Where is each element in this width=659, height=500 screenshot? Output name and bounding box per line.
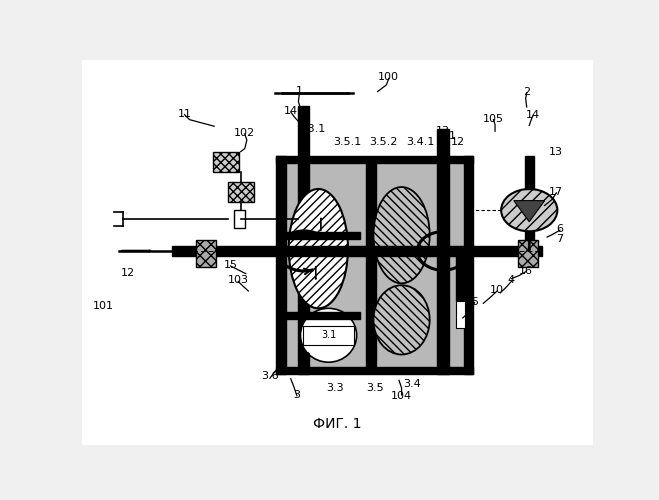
Text: 3.3.1: 3.3.1	[297, 124, 326, 134]
Text: 3.5.1: 3.5.1	[333, 136, 361, 146]
Text: 2: 2	[523, 86, 530, 97]
Text: 3: 3	[293, 390, 301, 400]
Bar	[234, 210, 245, 228]
Circle shape	[501, 189, 558, 232]
Bar	[285, 312, 360, 319]
Text: 104: 104	[391, 390, 412, 400]
Text: ФИГ. 1: ФИГ. 1	[314, 417, 362, 431]
Bar	[456, 302, 465, 328]
Text: 3.1: 3.1	[321, 330, 336, 340]
Bar	[517, 240, 538, 267]
Bar	[196, 240, 216, 267]
Text: 12: 12	[451, 136, 465, 146]
Text: 7: 7	[556, 234, 563, 244]
Bar	[285, 232, 360, 239]
Bar	[277, 367, 473, 374]
Bar	[228, 182, 254, 203]
Text: 103: 103	[227, 275, 248, 285]
Bar	[456, 254, 465, 300]
Text: 101: 101	[94, 300, 114, 310]
Ellipse shape	[301, 308, 357, 362]
Bar	[277, 156, 285, 374]
Text: 105: 105	[483, 114, 504, 124]
Text: 1: 1	[296, 86, 303, 96]
Ellipse shape	[374, 285, 430, 354]
Text: 12: 12	[121, 268, 135, 278]
Text: 102: 102	[234, 128, 255, 138]
Polygon shape	[514, 200, 545, 222]
Bar	[298, 106, 309, 374]
Text: 10: 10	[490, 285, 504, 295]
Text: 3.5: 3.5	[366, 383, 384, 393]
Text: 5: 5	[471, 297, 478, 307]
Text: 16: 16	[519, 266, 532, 276]
Text: 3.4: 3.4	[403, 379, 420, 389]
Text: 11: 11	[177, 109, 192, 119]
Text: 15: 15	[223, 260, 237, 270]
Bar	[366, 163, 376, 367]
Bar	[213, 152, 239, 172]
Text: 3.4.1: 3.4.1	[407, 136, 435, 146]
Text: 6: 6	[556, 224, 563, 234]
Text: 13: 13	[550, 148, 563, 158]
Text: 13: 13	[436, 126, 449, 136]
Bar	[438, 130, 449, 374]
Bar	[464, 156, 473, 374]
Bar	[172, 246, 542, 256]
Text: 14: 14	[283, 106, 298, 116]
Text: 3.3: 3.3	[326, 383, 344, 393]
Ellipse shape	[289, 189, 348, 308]
Bar	[303, 326, 354, 345]
Text: 14: 14	[526, 110, 540, 120]
Bar	[277, 156, 473, 163]
Text: 11: 11	[443, 131, 457, 141]
Ellipse shape	[374, 187, 430, 284]
Bar	[285, 163, 464, 367]
Text: 4: 4	[508, 275, 515, 285]
Text: 17: 17	[549, 186, 563, 196]
Text: 100: 100	[378, 72, 399, 83]
Bar	[525, 230, 534, 266]
Text: 3.5.2: 3.5.2	[370, 136, 398, 146]
Bar	[525, 156, 534, 189]
Text: 3.6: 3.6	[262, 372, 279, 382]
